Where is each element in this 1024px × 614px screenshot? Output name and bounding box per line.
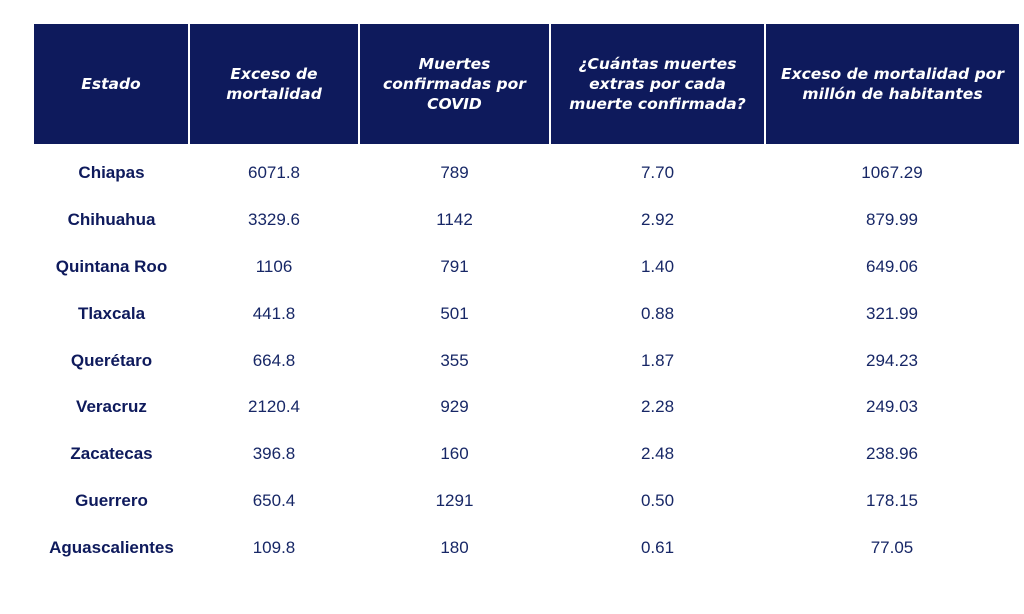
state-cell: Veracruz [76, 397, 147, 417]
muertes-confirmadas-cell: 180 [440, 537, 469, 557]
muertes-extras-cell: 0.88 [640, 303, 675, 323]
mortality-table-container: Estado Exceso de mortalidad Muertes conf… [34, 24, 1019, 571]
table-row: Chihuahua 3329.6 1142 2.92 879.99 [34, 197, 1019, 244]
exceso-por-millon-cell: 294.23 [866, 350, 918, 370]
muertes-confirmadas-cell: 791 [440, 256, 469, 276]
exceso-mortalidad-cell: 6071.8 [248, 163, 300, 183]
exceso-mortalidad-cell: 441.8 [252, 303, 296, 323]
table-row: Aguascalientes 109.8 180 0.61 77.05 [34, 524, 1019, 571]
column-header-muertes-confirmadas: Muertes confirmadas por COVID [358, 24, 550, 144]
muertes-extras-cell: 0.61 [640, 537, 675, 557]
muertes-extras-cell: 2.48 [640, 444, 675, 464]
table-body: Chiapas 6071.8 789 7.70 1067.29 Chihuahua 3329… [34, 144, 1019, 571]
exceso-por-millon-cell: 249.03 [866, 397, 918, 417]
table-row: Guerrero 650.4 1291 0.50 178.15 [34, 478, 1019, 525]
exceso-mortalidad-cell: 664.8 [252, 350, 296, 370]
state-cell: Tlaxcala [77, 303, 146, 323]
exceso-por-millon-cell: 649.06 [866, 256, 918, 276]
header-row: Estado Exceso de mortalidad Muertes conf… [34, 24, 1019, 144]
state-cell: Aguascalientes [49, 537, 174, 557]
state-cell: Quintana Roo [55, 256, 168, 276]
table-row: Chiapas 6071.8 789 7.70 1067.29 [34, 144, 1019, 197]
muertes-confirmadas-cell: 1291 [435, 490, 474, 510]
column-header-muertes-extras: ¿Cuántas muertes extras por cada muerte … [549, 24, 765, 144]
state-cell: Chiapas [78, 163, 145, 183]
column-header-estado: Estado [34, 24, 189, 144]
exceso-por-millon-cell: 1067.29 [861, 163, 923, 183]
exceso-por-millon-cell: 238.96 [866, 444, 918, 464]
muertes-confirmadas-cell: 1142 [436, 210, 473, 230]
state-cell: Guerrero [75, 490, 148, 510]
muertes-confirmadas-cell: 160 [440, 444, 469, 464]
exceso-mortalidad-cell: 1106 [255, 256, 293, 276]
state-cell: Chihuahua [67, 210, 156, 230]
muertes-extras-cell: 1.40 [640, 256, 675, 276]
table-row: Tlaxcala 441.8 501 0.88 321.99 [34, 290, 1019, 337]
table-header: Estado Exceso de mortalidad Muertes conf… [34, 24, 1019, 144]
exceso-mortalidad-cell: 109.8 [252, 537, 296, 557]
exceso-por-millon-cell: 77.05 [870, 537, 914, 557]
muertes-extras-cell: 2.28 [640, 397, 675, 417]
exceso-mortalidad-cell: 396.8 [252, 444, 296, 464]
exceso-por-millon-cell: 178.15 [866, 490, 918, 510]
exceso-mortalidad-cell: 650.4 [252, 490, 296, 510]
exceso-mortalidad-cell: 3329.6 [248, 210, 300, 230]
exceso-por-millon-cell: 879.99 [866, 210, 918, 230]
muertes-extras-cell: 7.70 [640, 163, 675, 183]
muertes-extras-cell: 1.87 [640, 350, 675, 370]
table-row: Veracruz 2120.4 929 2.28 249.03 [34, 384, 1019, 431]
muertes-confirmadas-cell: 355 [440, 350, 469, 370]
table-row: Quintana Roo 1106 791 1.40 649.06 [34, 244, 1019, 291]
muertes-confirmadas-cell: 501 [440, 303, 469, 323]
table-row: Querétaro 664.8 355 1.87 294.23 [34, 337, 1019, 384]
column-header-exceso-mortalidad: Exceso de mortalidad [188, 24, 359, 144]
exceso-por-millon-cell: 321.99 [866, 303, 918, 323]
muertes-extras-cell: 0.50 [640, 490, 675, 510]
excess-mortality-table: Estado Exceso de mortalidad Muertes conf… [34, 24, 1019, 571]
column-header-exceso-por-millon: Exceso de mortalidad por millón de habit… [764, 24, 1019, 144]
state-cell: Zacatecas [70, 444, 153, 464]
muertes-confirmadas-cell: 929 [440, 397, 469, 417]
exceso-mortalidad-cell: 2120.4 [248, 397, 300, 417]
state-cell: Querétaro [70, 350, 153, 370]
table-row: Zacatecas 396.8 160 2.48 238.96 [34, 431, 1019, 478]
muertes-confirmadas-cell: 789 [440, 163, 469, 183]
muertes-extras-cell: 2.92 [640, 210, 675, 230]
